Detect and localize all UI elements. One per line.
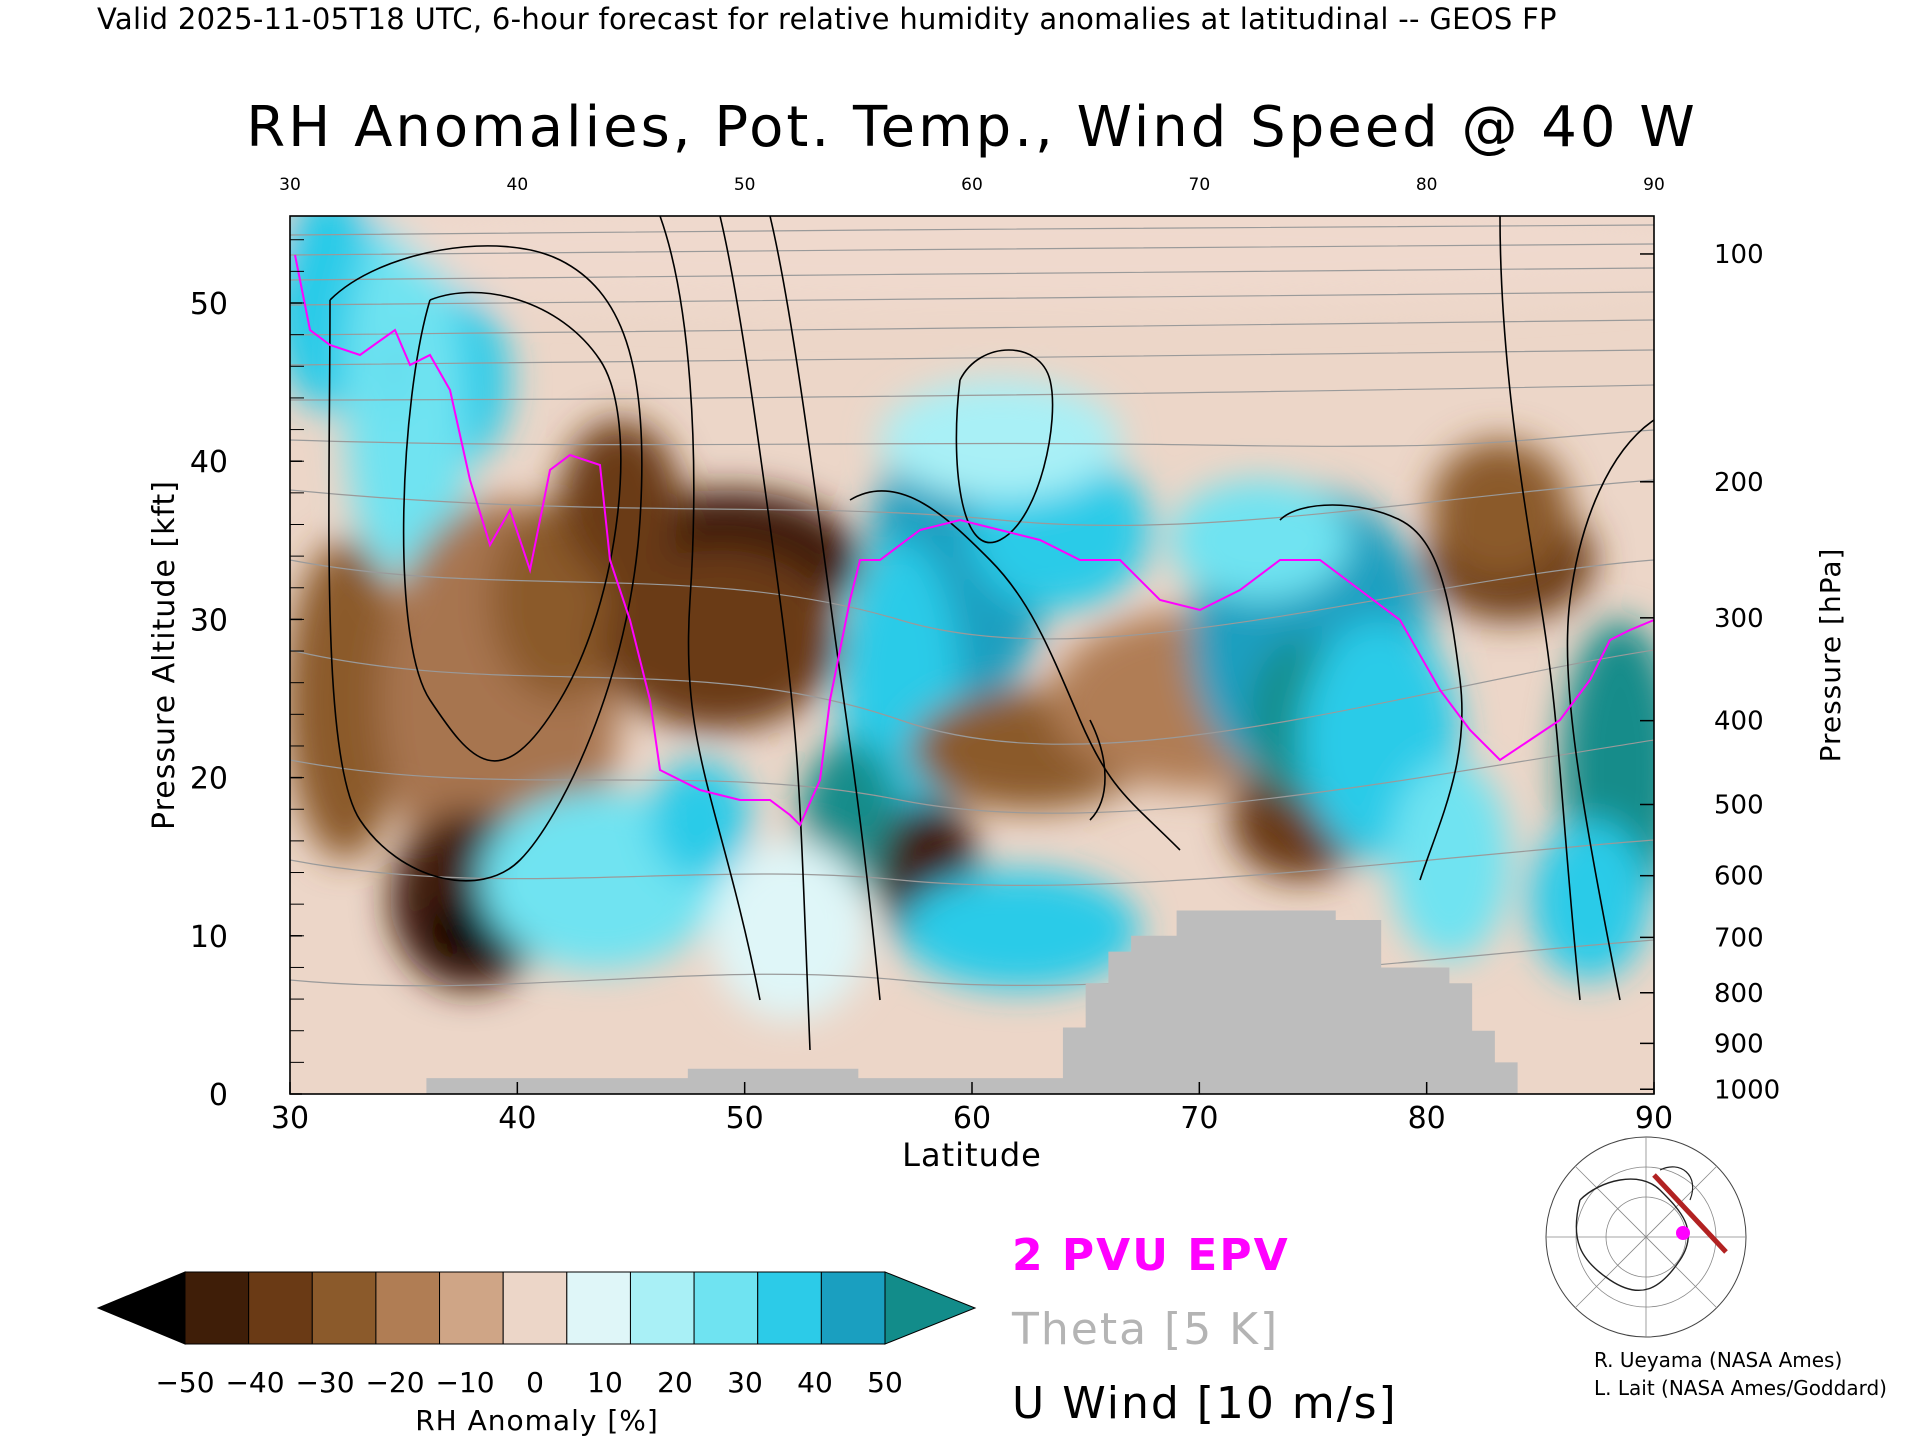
legend-item: U Wind [10 m/s] [1012, 1378, 1398, 1429]
colorbar-tick-label: 20 [657, 1366, 693, 1399]
pressure-tick-label: 100 [1714, 240, 1764, 270]
pressure-tick-label: 700 [1714, 923, 1764, 953]
x-top-tick-label: 80 [1416, 175, 1438, 195]
x-tick-label: 60 [953, 1101, 991, 1136]
y-tick-label: 30 [190, 603, 228, 638]
x-top-tick-label: 40 [507, 175, 529, 195]
pressure-tick-label: 500 [1714, 790, 1764, 820]
colorbar-tick-label: 50 [867, 1366, 903, 1399]
colorbar-segment [375, 1271, 441, 1345]
x-top-tick-label: 70 [1189, 175, 1211, 195]
pvu-contour [294, 254, 1654, 827]
colorbar-segment [184, 1271, 250, 1345]
colorbar-tick-label: 40 [797, 1366, 833, 1399]
colorbar-segment [311, 1271, 377, 1345]
legend-item: Theta [5 K] [1011, 1304, 1279, 1355]
y-axis-left: 0 10 20 30 40 50 [190, 239, 304, 1113]
pressure-tick-label: 200 [1714, 468, 1764, 498]
rh-anomaly-field [290, 216, 1654, 1094]
x-top-tick-label: 30 [279, 175, 301, 195]
x-tick-label: 80 [1408, 1101, 1446, 1136]
pressure-tick-label: 1000 [1714, 1075, 1780, 1105]
colorbar-label: RH Anomaly [%] [415, 1404, 659, 1437]
colorbar-segment [820, 1271, 886, 1345]
colorbar-segment [502, 1271, 568, 1345]
x-axis-bottom: 30 40 50 60 70 80 90 [271, 1082, 1673, 1136]
surface-mask [290, 910, 1518, 1094]
x-axis-label: Latitude [902, 1136, 1042, 1174]
x-tick-label: 90 [1635, 1101, 1673, 1136]
colorbar-segment [248, 1271, 313, 1345]
x-tick-label: 70 [1180, 1101, 1218, 1136]
y-axis-label-left: Pressure Altitude [kft] [147, 480, 182, 830]
colorbar-max-triangle [884, 1271, 977, 1345]
colorbar-segment [439, 1271, 504, 1345]
u-wind-contours [328, 216, 1654, 1051]
colorbar-segment [693, 1271, 759, 1345]
y-tick-label: 20 [190, 762, 228, 797]
colorbar-tick-label: −50 [155, 1366, 214, 1399]
theta-contours [290, 224, 1654, 987]
colorbar-tick-label: −30 [295, 1366, 354, 1399]
y-tick-label: 10 [190, 920, 228, 955]
x-top-tick-label: 90 [1643, 175, 1665, 195]
legend: 2 PVU EPV Theta [5 K] U Wind [10 m/s] [1011, 1230, 1398, 1429]
colorbar-tick-label: 0 [526, 1366, 544, 1399]
chart-title: RH Anomalies, Pot. Temp., Wind Speed @ 4… [246, 95, 1697, 160]
y-tick-label: 50 [190, 287, 228, 322]
x-tick-label: 40 [498, 1101, 536, 1136]
surface-mask-shape [290, 910, 1518, 1094]
colorbar-tick-label: −20 [365, 1366, 424, 1399]
colorbar-tick-label: −40 [225, 1366, 284, 1399]
x-top-tick-label: 50 [734, 175, 756, 195]
pressure-tick-label: 600 [1714, 862, 1764, 892]
colorbar-segment [629, 1271, 695, 1345]
colorbar-segment [757, 1271, 822, 1345]
colorbar: −50 −40 −30 −20 −10 0 10 20 30 40 50 [96, 1271, 977, 1399]
y-tick-label: 40 [190, 445, 228, 480]
pressure-tick-label: 400 [1714, 707, 1764, 737]
colorbar-tick-label: 10 [587, 1366, 623, 1399]
locator-map [1545, 1136, 1747, 1338]
x-tick-label: 30 [271, 1101, 309, 1136]
y-tick-label: 0 [209, 1078, 228, 1113]
y-axis-label-right: Pressure [hPa] [1814, 548, 1847, 763]
pressure-tick-label: 300 [1714, 604, 1764, 634]
colorbar-tick-label: −10 [435, 1366, 494, 1399]
y-axis-right: 100 200 300 400 500 600 700 800 900 1000 [1640, 240, 1780, 1105]
header-text: Valid 2025-11-05T18 UTC, 6-hour forecast… [97, 2, 1557, 36]
x-axis-top: 30 40 50 60 70 80 90 [279, 175, 1665, 195]
credit-line-1: R. Ueyama (NASA Ames) [1594, 1348, 1843, 1372]
colorbar-min-triangle [96, 1271, 186, 1345]
credit-line-2: L. Lait (NASA Ames/Goddard) [1594, 1376, 1887, 1400]
pressure-tick-label: 800 [1714, 979, 1764, 1009]
pressure-tick-label: 900 [1714, 1029, 1764, 1059]
colorbar-tick-label: 30 [727, 1366, 763, 1399]
legend-item: 2 PVU EPV [1012, 1230, 1290, 1281]
colorbar-segment [566, 1271, 631, 1345]
x-tick-label: 50 [726, 1101, 764, 1136]
x-top-tick-label: 60 [961, 175, 983, 195]
